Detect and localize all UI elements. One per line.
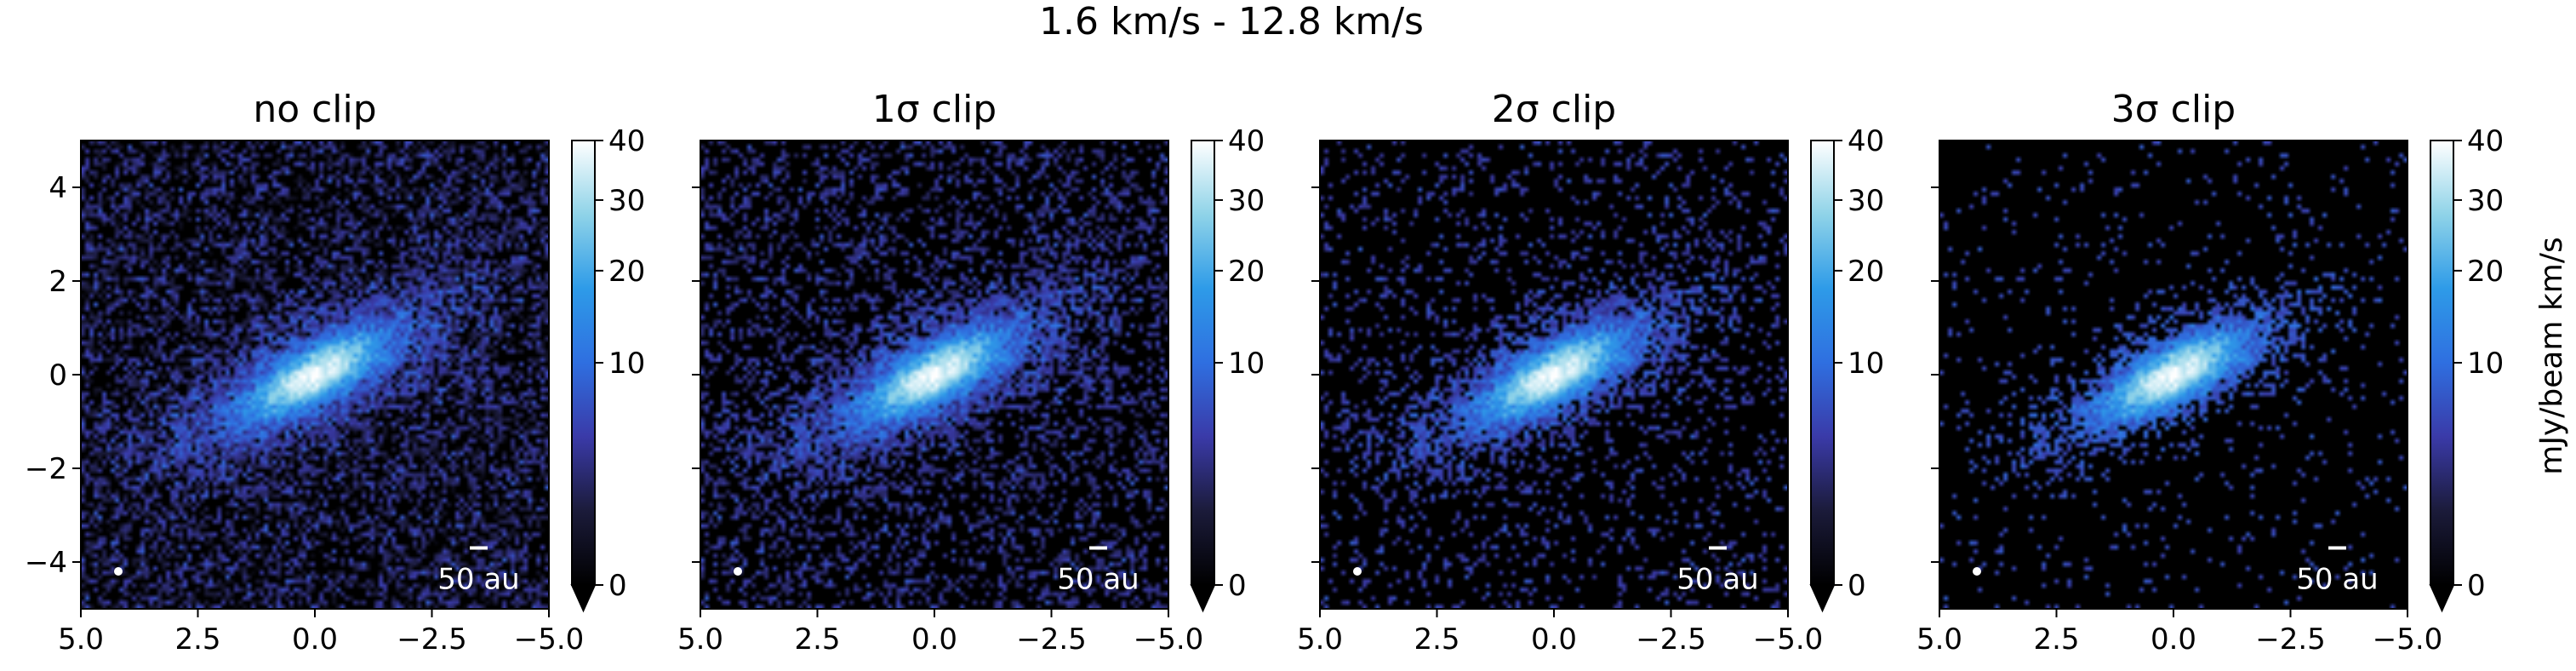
colorbar-tick-label: 0 xyxy=(1228,569,1247,603)
panel-title: 3σ clip xyxy=(2111,88,2236,131)
x-tick-label: 0.0 xyxy=(1531,622,1577,657)
x-tick-label: 2.5 xyxy=(1414,622,1459,657)
colorbar-tick-label: 30 xyxy=(1228,184,1265,218)
colorbar-extend-arrow xyxy=(1190,584,1216,613)
colorbar xyxy=(1810,140,1835,586)
x-tick-label: 5.0 xyxy=(1916,622,1962,657)
colorbar-tick-label: 0 xyxy=(2467,569,2486,603)
colorbar-tick-label: 0 xyxy=(608,569,627,603)
x-tick-label: −5.0 xyxy=(2373,622,2443,657)
panel-3: 50 au 2σ clip 5.0 2.5 0.0 −2.5 −5.0 0 10 20 30 40 xyxy=(1297,88,1884,657)
x-tick-label: −5.0 xyxy=(1134,622,1204,657)
scalebar-label: 50 au xyxy=(2296,563,2378,597)
x-tick-label: −2.5 xyxy=(2255,622,2326,657)
panel-4: 50 au 3σ clip 5.0 2.5 0.0 −2.5 −5.0 0 10 20 30 40 xyxy=(1916,88,2504,657)
colorbar-tick-label: 10 xyxy=(1228,347,1265,381)
beam-marker xyxy=(1973,567,1981,576)
x-tick-label: −2.5 xyxy=(1636,622,1706,657)
colorbar-tick-label: 10 xyxy=(608,347,645,381)
intensity-map xyxy=(81,141,549,609)
x-tick-label: 5.0 xyxy=(1297,622,1343,657)
x-tick-label: 0.0 xyxy=(2150,622,2196,657)
x-tick-label: 0.0 xyxy=(911,622,957,657)
colorbar-extend-arrow xyxy=(2429,584,2455,613)
colorbar-tick-label: 30 xyxy=(2467,184,2504,218)
panel-title: 1σ clip xyxy=(872,88,997,131)
y-tick-label: 0 xyxy=(49,358,67,393)
x-tick-label: 2.5 xyxy=(174,622,220,657)
x-tick-label: 2.5 xyxy=(794,622,840,657)
colorbar-tick-label: 40 xyxy=(1228,124,1265,158)
colorbar-tick-label: 10 xyxy=(2467,347,2504,381)
intensity-map xyxy=(700,141,1168,609)
colorbar-tick-label: 30 xyxy=(608,184,645,218)
scalebar-label: 50 au xyxy=(1057,563,1139,597)
colorbar-tick-label: 20 xyxy=(1228,255,1265,289)
colorbar xyxy=(571,140,596,586)
colorbar-tick-label: 10 xyxy=(1848,347,1884,381)
colorbar-tick-label: 0 xyxy=(1848,569,1866,603)
y-tick-label: 2 xyxy=(49,265,67,299)
x-tick-label: 0.0 xyxy=(292,622,338,657)
x-tick-label: 5.0 xyxy=(58,622,104,657)
colorbar-tick-label: 40 xyxy=(2467,124,2504,158)
beam-marker xyxy=(114,567,123,576)
x-tick-label: −2.5 xyxy=(1016,622,1087,657)
x-tick-label: −5.0 xyxy=(1753,622,1824,657)
y-tick-label: 4 xyxy=(49,171,67,205)
y-tick-label: −2 xyxy=(25,452,67,486)
panel-title: 2σ clip xyxy=(1492,88,1616,131)
colorbar-tick-label: 40 xyxy=(1848,124,1884,158)
scalebar-label: 50 au xyxy=(1676,563,1758,597)
x-tick-label: −5.0 xyxy=(514,622,585,657)
intensity-map xyxy=(1939,141,2408,609)
colorbar-tick-label: 40 xyxy=(608,124,645,158)
colorbar-extend-arrow xyxy=(570,584,597,613)
colorbar-extend-arrow xyxy=(1809,584,1836,613)
beam-marker xyxy=(734,567,742,576)
panel-title: no clip xyxy=(253,88,376,131)
colorbar-tick-label: 20 xyxy=(2467,255,2504,289)
beam-marker xyxy=(1353,567,1362,576)
x-tick-label: 5.0 xyxy=(677,622,723,657)
colorbar-label: mJy/beam km/s xyxy=(2534,237,2569,475)
x-tick-label: −2.5 xyxy=(397,622,467,657)
panel-2: 50 au 1σ clip 5.0 2.5 0.0 −2.5 −5.0 0 10 20 30 40 xyxy=(677,88,1265,657)
y-tick-label: −4 xyxy=(25,546,67,580)
colorbar-tick-label: 20 xyxy=(608,255,645,289)
colorbar-tick-label: 30 xyxy=(1848,184,1884,218)
scalebar-label: 50 au xyxy=(437,563,519,597)
figure-suptitle: 1.6 km/s - 12.8 km/s xyxy=(1039,0,1424,43)
intensity-map xyxy=(1320,141,1788,609)
colorbar xyxy=(2430,140,2454,586)
x-tick-label: 2.5 xyxy=(2033,622,2079,657)
colorbar-tick-label: 20 xyxy=(1848,255,1884,289)
colorbar xyxy=(1191,140,1215,586)
